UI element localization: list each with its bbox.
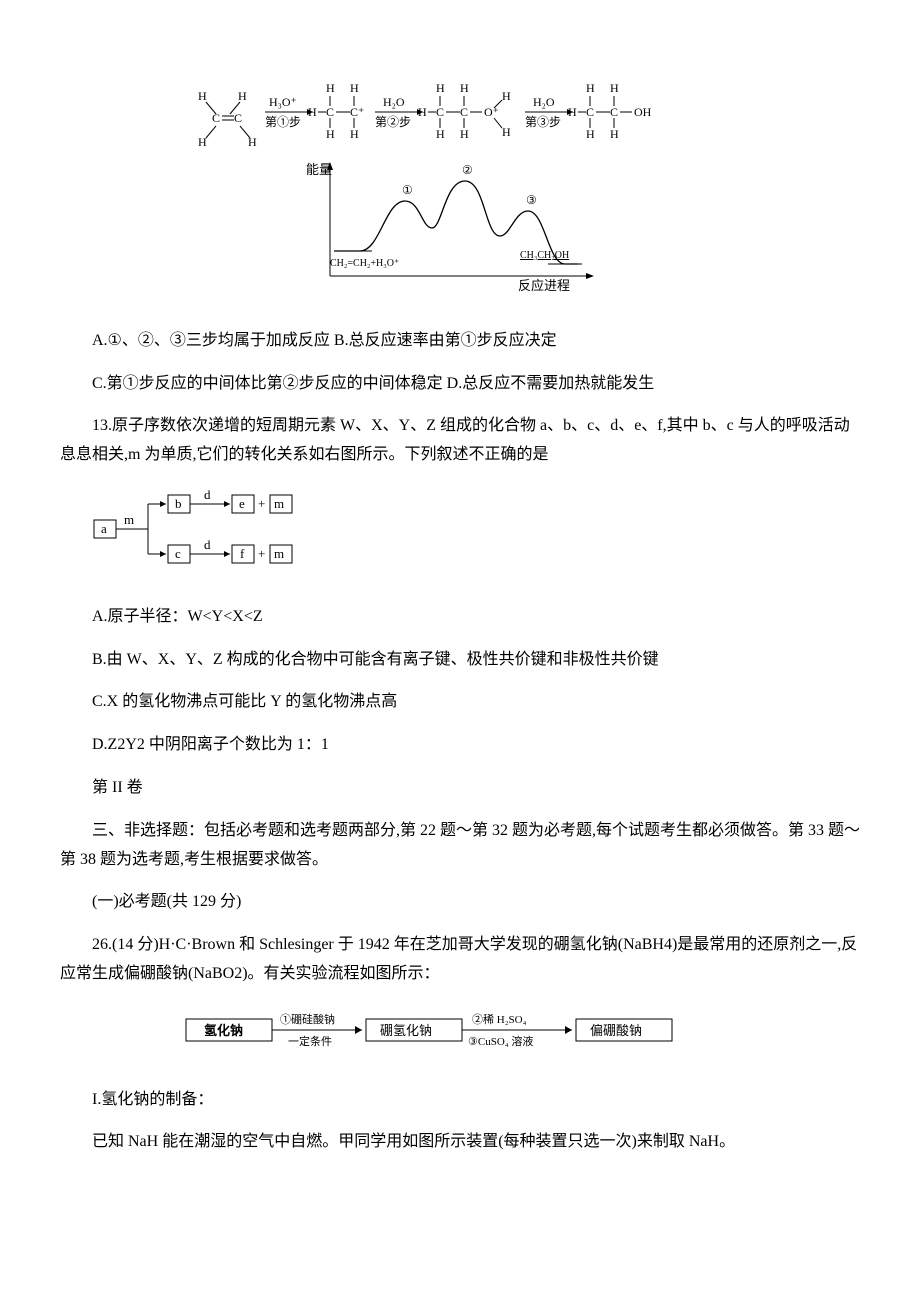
svg-text:反应进程: 反应进程 <box>518 278 570 293</box>
svg-text:②稀 H₂SO₄: ②稀 H₂SO₄ <box>472 1013 527 1026</box>
svg-text:m: m <box>124 512 134 527</box>
svg-text:C: C <box>436 105 444 119</box>
svg-text:H: H <box>198 89 207 103</box>
reaction-mechanism-figure: HH C C HH H₃O⁺ 第①步 HH H C C⁺ <box>60 78 860 309</box>
q12-choices-ab: A.①、②、③三步均属于加成反应 B.总反应速率由第①步反应决定 <box>60 327 860 356</box>
svg-text:②: ② <box>462 163 473 177</box>
svg-text:H: H <box>586 127 595 141</box>
svg-text:+: + <box>258 546 265 561</box>
svg-text:O⁺: O⁺ <box>484 105 499 119</box>
svg-text:③CuSO₄ 溶液: ③CuSO₄ 溶液 <box>468 1034 533 1048</box>
abc-transform-figure: a m b d e + m c d f + m <box>92 484 860 585</box>
svg-text:H: H <box>502 89 511 103</box>
svg-text:H: H <box>610 127 619 141</box>
svg-text:③: ③ <box>526 193 537 207</box>
svg-text:H: H <box>460 81 469 95</box>
svg-text:H: H <box>248 135 257 149</box>
svg-text:H: H <box>460 127 469 141</box>
svg-text:m: m <box>274 546 284 561</box>
part2-title: 第 II 卷 <box>60 774 860 803</box>
svg-text:H: H <box>326 81 335 95</box>
svg-text:H: H <box>308 105 317 119</box>
q13-choice-c: C.X 的氢化物沸点可能比 Y 的氢化物沸点高 <box>60 688 860 717</box>
part2-sub: (一)必考题(共 129 分) <box>60 888 860 917</box>
q26-stem: 26.(14 分)H·C·Brown 和 Schlesinger 于 1942 … <box>60 931 860 989</box>
svg-text:H: H <box>326 127 335 141</box>
svg-text:H: H <box>238 89 247 103</box>
svg-text:C⁺: C⁺ <box>350 105 364 119</box>
svg-text:H₂O: H₂O <box>533 95 555 109</box>
svg-text:H: H <box>198 135 207 149</box>
svg-text:H: H <box>436 81 445 95</box>
svg-text:+: + <box>258 496 265 511</box>
q12-choices-cd: C.第①步反应的中间体比第②步反应的中间体稳定 D.总反应不需要加热就能发生 <box>60 370 860 399</box>
svg-text:H₃O⁺: H₃O⁺ <box>269 95 297 109</box>
svg-text:H: H <box>568 105 577 119</box>
svg-text:OH: OH <box>634 105 652 119</box>
svg-text:C: C <box>212 111 220 125</box>
q13-choice-a: A.原子半径：W<Y<X<Z <box>60 603 860 632</box>
part2-instructions: 三、非选择题：包括必考题和选考题两部分,第 22 题～第 32 题为必考题,每个… <box>60 817 860 875</box>
svg-text:C: C <box>586 105 594 119</box>
svg-text:H: H <box>418 105 427 119</box>
svg-text:硼氢化钠: 硼氢化钠 <box>380 1023 432 1038</box>
svg-text:CH₃CH₂OH: CH₃CH₂OH <box>520 250 569 261</box>
q26-section-I: I.氢化钠的制备： <box>60 1086 860 1115</box>
svg-text:一定条件: 一定条件 <box>288 1034 332 1048</box>
svg-text:C: C <box>460 105 468 119</box>
svg-text:b: b <box>175 496 182 511</box>
q26-section-I-text: 已知 NaH 能在潮湿的空气中自燃。甲同学用如图所示装置(每种装置只选一次)来制… <box>60 1128 860 1157</box>
svg-text:H: H <box>610 81 619 95</box>
svg-text:①: ① <box>402 183 413 197</box>
svg-text:c: c <box>175 546 181 561</box>
svg-text:C: C <box>326 105 334 119</box>
svg-text:H: H <box>350 127 359 141</box>
svg-text:e: e <box>239 496 245 511</box>
svg-text:第③步: 第③步 <box>525 115 561 129</box>
svg-text:①硼硅酸钠: ①硼硅酸钠 <box>280 1012 335 1026</box>
svg-text:m: m <box>274 496 284 511</box>
svg-text:氢化钠: 氢化钠 <box>204 1023 243 1038</box>
svg-text:d: d <box>204 537 211 552</box>
q26-flow-figure: 氢化钠 ①硼硅酸钠 一定条件 硼氢化钠 ②稀 H₂SO₄ ③CuSO₄ 溶液 偏… <box>60 1003 860 1068</box>
svg-text:a: a <box>101 521 107 536</box>
svg-text:f: f <box>240 546 245 561</box>
svg-text:H: H <box>586 81 595 95</box>
q13-choice-b: B.由 W、X、Y、Z 构成的化合物中可能含有离子键、极性共价键和非极性共价键 <box>60 646 860 675</box>
svg-text:d: d <box>204 487 211 502</box>
q13-choice-d: D.Z2Y2 中阴阳离子个数比为 1：1 <box>60 731 860 760</box>
svg-text:C: C <box>234 111 242 125</box>
svg-text:第②步: 第②步 <box>375 115 411 129</box>
svg-text:H₂O: H₂O <box>383 95 405 109</box>
svg-text:C: C <box>610 105 618 119</box>
q13-stem: 13.原子序数依次递增的短周期元素 W、X、Y、Z 组成的化合物 a、b、c、d… <box>60 412 860 470</box>
svg-text:第①步: 第①步 <box>265 115 301 129</box>
svg-text:CH₂=CH₂+H₃O⁺: CH₂=CH₂+H₃O⁺ <box>330 258 399 269</box>
svg-text:H: H <box>436 127 445 141</box>
svg-text:能量: 能量 <box>306 162 332 177</box>
svg-text:H: H <box>350 81 359 95</box>
svg-text:偏硼酸钠: 偏硼酸钠 <box>590 1023 642 1038</box>
svg-text:H: H <box>502 125 511 139</box>
